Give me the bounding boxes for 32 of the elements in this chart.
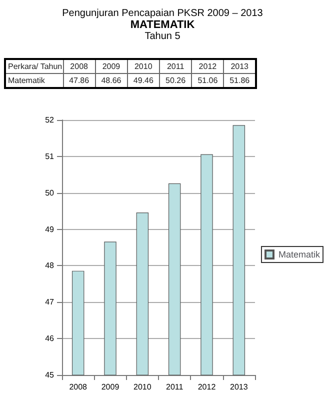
- x-tick-label: 2008: [69, 382, 88, 392]
- y-tick-label: 50: [45, 188, 55, 198]
- category-label: 2009: [102, 62, 120, 71]
- data-label: 48.66: [95, 74, 128, 88]
- category-label: 2013: [230, 62, 248, 71]
- text: Tahun 5: [144, 31, 182, 42]
- x-tick-label: 2009: [101, 382, 120, 392]
- x-tick-label: 2012: [198, 382, 216, 392]
- y-tick-label: 46: [45, 334, 55, 344]
- y-tick-label: 45: [45, 370, 55, 380]
- y-tick-label: 52: [45, 116, 55, 124]
- x-tick-label: 2010: [134, 382, 152, 392]
- category-label: 2012: [198, 62, 217, 71]
- data-label: 51.06: [192, 74, 224, 88]
- chart-subtitle: MATEMATIK: [129, 19, 196, 32]
- data-label: 51.86: [224, 74, 256, 88]
- legend-label: Matematik: [278, 250, 320, 260]
- category-label: 2008: [70, 62, 88, 71]
- category-label: 2011: [166, 62, 184, 71]
- x-tick-label: 2011: [166, 382, 184, 392]
- y-tick-label: 51: [45, 152, 55, 161]
- data-label: 50.26: [159, 74, 192, 88]
- text: Matematik: [8, 76, 45, 85]
- text: Perkara/ Tahun: [5, 59, 63, 74]
- x-tick-label: 2013: [230, 382, 248, 392]
- chart-title: Pengunjuran Pencapaian PKSR 2009 – 2013: [61, 8, 264, 19]
- data-label: 49.46: [127, 74, 160, 88]
- data-label: 47.86: [63, 74, 96, 88]
- category-label: 2010: [134, 62, 152, 71]
- y-tick-label: 47: [45, 298, 55, 307]
- y-tick-label: 48: [45, 261, 55, 270]
- y-tick-label: 49: [45, 224, 55, 234]
